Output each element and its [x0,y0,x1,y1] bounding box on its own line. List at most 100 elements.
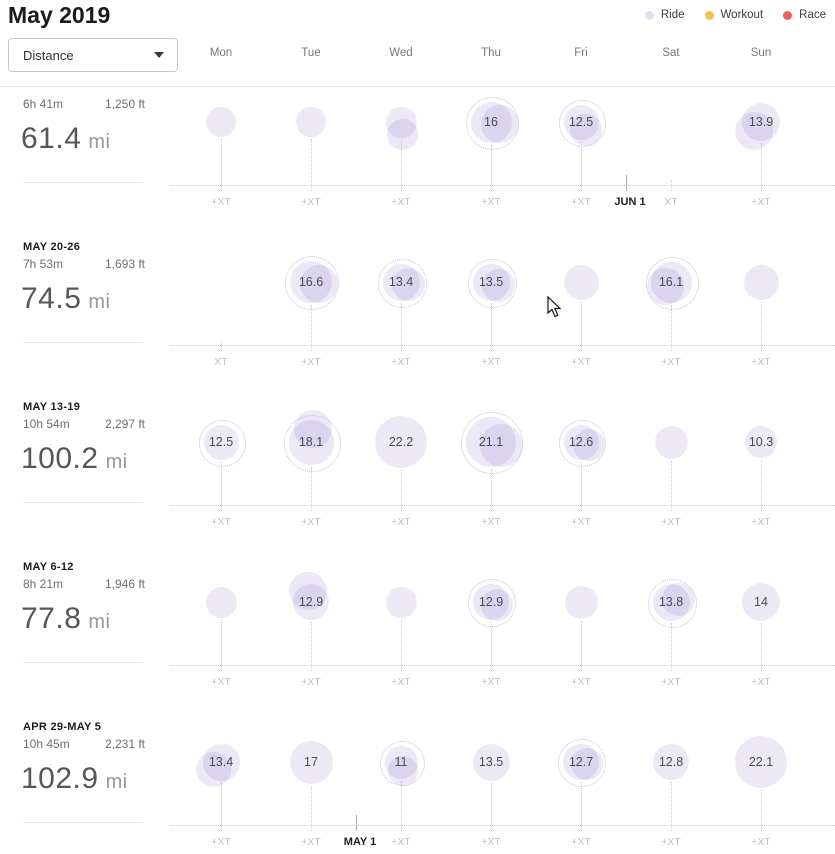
activity-bubble[interactable]: 16 [470,101,512,143]
add-xt-button[interactable]: +XT [571,356,591,368]
week-baseline [170,345,835,346]
activity-bubble[interactable]: 12.9 [473,584,509,620]
add-xt-button[interactable]: +XT [481,196,501,208]
add-xt-button[interactable]: XT [214,356,228,368]
week-total-elevation: 1,250 ft [104,97,145,111]
activity-bubble[interactable]: 12.7 [563,744,599,780]
activity-distance-value: 22.2 [388,435,414,449]
add-xt-button[interactable]: +XT [301,836,321,848]
add-xt-button[interactable]: +XT [661,836,681,848]
activity-bubble[interactable]: 13.9 [742,103,780,141]
add-xt-button[interactable]: +XT [751,836,771,848]
activity-type-legend: Ride Workout Race [644,9,826,21]
add-xt-button[interactable]: +XT [571,516,591,528]
planned-workout-ring [647,578,697,628]
add-xt-button[interactable]: +XT [391,356,411,368]
add-xt-button[interactable]: +XT [211,836,231,848]
add-xt-button[interactable]: +XT [301,676,321,688]
add-xt-button[interactable]: +XT [301,356,321,368]
activity-bubble[interactable]: 11 [384,745,418,779]
add-xt-button[interactable]: +XT [211,676,231,688]
add-xt-button[interactable]: +XT [481,836,501,848]
day-header-mon: Mon [209,47,233,59]
activity-bubble[interactable]: 12.5 [563,104,599,140]
activity-bubble[interactable]: 16.1 [650,261,692,303]
activity-bubble[interactable]: 12.9 [293,584,329,620]
activity-distance-value: 10.3 [748,435,774,449]
activity-stem [311,622,312,671]
add-xt-button[interactable]: +XT [661,676,681,688]
add-xt-button[interactable]: +XT [751,196,771,208]
activity-bubble[interactable]: 17 [289,740,333,784]
add-xt-button[interactable]: +XT [751,676,771,688]
week-total-time: 8h 21m [23,577,64,591]
day-header-thu: Thu [481,47,501,59]
add-xt-button[interactable]: +XT [571,836,591,848]
activity-stem [491,622,492,671]
activity-bubble[interactable]: 12.5 [203,424,239,460]
activity-distance-value: 13.4 [388,275,414,289]
activity-bubble[interactable] [743,264,779,300]
week-distance-unit: mi [88,131,111,153]
activity-bubble[interactable]: 12.8 [653,744,689,780]
add-xt-button[interactable]: +XT [301,196,321,208]
activity-distance-value: 13.5 [478,275,504,289]
activity-bubble[interactable] [654,425,688,459]
add-xt-button[interactable]: +XT [211,196,231,208]
add-xt-button[interactable]: +XT [391,516,411,528]
add-xt-button[interactable]: +XT [571,196,591,208]
activity-bubble[interactable]: 10.3 [745,426,777,458]
activity-bubble[interactable]: 16.6 [290,261,332,303]
add-xt-button[interactable]: +XT [301,516,321,528]
legend-item-race[interactable]: Race [783,9,826,21]
activity-bubble[interactable] [564,585,598,619]
activity-bubble[interactable] [385,106,417,138]
add-xt-button[interactable]: +XT [481,516,501,528]
activity-stem [491,469,492,511]
week-baseline [170,825,835,826]
activity-bubble[interactable] [385,586,417,618]
add-xt-button[interactable]: +XT [571,676,591,688]
week-baseline [170,505,835,506]
activity-stem [761,301,762,351]
add-xt-button[interactable]: +XT [661,356,681,368]
week-distance-value: 74.5 [21,282,82,315]
add-xt-button[interactable]: +XT [391,196,411,208]
month-marker-tick [356,815,357,831]
add-xt-button[interactable]: +XT [391,836,411,848]
week-distance-unit: mi [105,451,128,473]
planned-workout-ring [467,258,517,308]
activity-bubble[interactable]: 13.5 [472,743,510,781]
activity-bubble[interactable]: 22.1 [735,736,787,788]
day-header-wed: Wed [389,47,413,59]
activity-bubble[interactable]: 13.8 [652,583,690,621]
activity-bubble[interactable] [206,107,236,137]
activity-bubble[interactable] [296,107,326,137]
legend-item-workout[interactable]: Workout [704,9,763,21]
workout-dot-icon [704,10,714,20]
add-xt-button[interactable]: +XT [481,356,501,368]
activity-bubble[interactable]: 14 [742,583,780,621]
activity-stem [311,139,312,191]
add-xt-button[interactable]: XT [664,196,678,208]
activity-stem [311,466,312,511]
activity-secondary-bubble [735,112,773,150]
activity-bubble[interactable]: 22.2 [375,416,427,468]
activity-bubble[interactable]: 12.6 [563,424,599,460]
add-xt-button[interactable]: +XT [751,516,771,528]
activity-bubble[interactable]: 13.4 [202,743,240,781]
activity-bubble[interactable]: 21.1 [466,417,516,467]
activity-bubble[interactable]: 13.4 [382,263,420,301]
add-xt-button[interactable]: +XT [391,676,411,688]
legend-item-ride[interactable]: Ride [644,9,685,21]
add-xt-button[interactable]: +XT [751,356,771,368]
add-xt-button[interactable]: +XT [211,516,231,528]
metric-filter-dropdown[interactable]: Distance [8,38,178,72]
planned-workout-ring [558,739,606,787]
activity-bubble[interactable]: 13.5 [472,263,510,301]
activity-bubble[interactable]: 18.1 [288,419,334,465]
add-xt-button[interactable]: +XT [661,516,681,528]
activity-bubble[interactable] [205,586,237,618]
add-xt-button[interactable]: +XT [481,676,501,688]
activity-bubble[interactable] [563,264,599,300]
